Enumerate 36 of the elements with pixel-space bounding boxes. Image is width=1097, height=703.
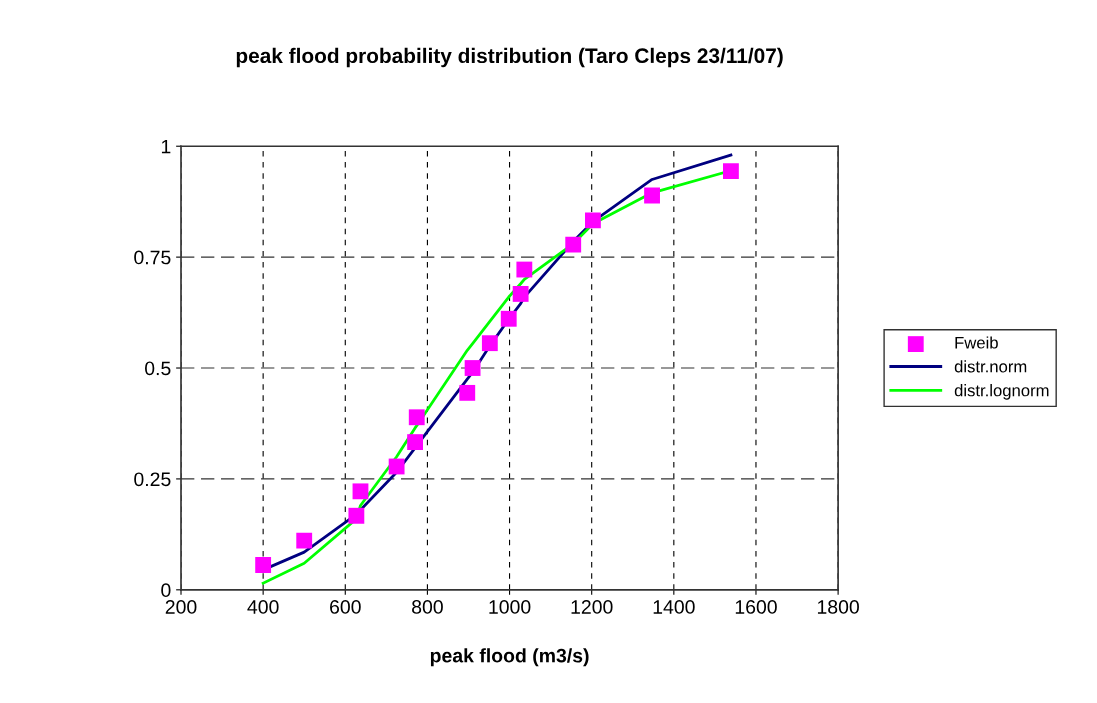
point: [516, 261, 533, 278]
point: [459, 384, 476, 401]
x-tick-label: 400: [247, 600, 279, 614]
point: [500, 310, 517, 327]
y-tick-label: 0.25: [134, 472, 171, 487]
point: [565, 236, 582, 253]
x-tick-label: 1000: [489, 600, 531, 614]
point: [255, 557, 272, 573]
point: [352, 483, 369, 500]
legend-label: distr.norm: [954, 360, 1027, 373]
point: [388, 458, 405, 475]
x-tick-label: 1200: [571, 600, 613, 614]
y-tick-label: 0.5: [145, 361, 171, 376]
point: [464, 360, 481, 376]
point: [585, 212, 601, 229]
y-tick-label: 1: [161, 139, 171, 154]
x-tick-label: 800: [412, 600, 443, 614]
legend-label: Fweib: [955, 336, 998, 349]
x-tick-label: 1400: [653, 600, 695, 614]
x-tick-label: 1800: [817, 600, 859, 614]
legend-label: distr.lognorm: [954, 384, 1049, 400]
point: [408, 409, 425, 426]
x-tick-label: 1600: [735, 600, 777, 614]
point: [407, 434, 424, 451]
point: [348, 507, 365, 524]
point: [481, 335, 498, 352]
point: [644, 187, 660, 204]
point: [723, 163, 739, 179]
y-tick-label: 0: [161, 583, 171, 598]
x-axis-title: peak flood (m3/s): [430, 648, 589, 667]
x-tick-label: 200: [165, 600, 197, 614]
point: [296, 532, 313, 549]
chart-title: peak flood probability distribution (Taro Cleps 23/11/07): [236, 47, 783, 68]
x-tick-label: 600: [330, 600, 361, 614]
point: [512, 286, 529, 302]
y-tick-label: 0.75: [134, 250, 171, 265]
